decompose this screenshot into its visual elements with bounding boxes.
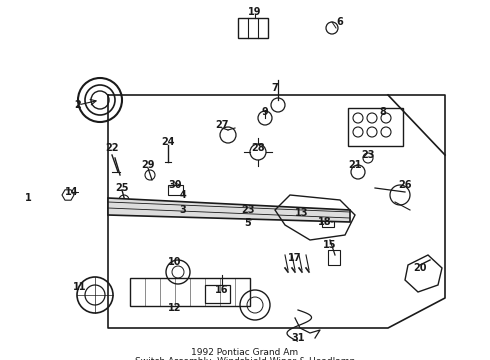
Bar	[300, 208, 312, 220]
Bar	[205, 285, 230, 303]
Text: 11: 11	[73, 282, 87, 292]
Text: 12: 12	[168, 303, 182, 313]
Text: 29: 29	[141, 160, 155, 170]
Text: 31: 31	[291, 333, 305, 343]
Text: 26: 26	[398, 180, 412, 190]
Text: 28: 28	[251, 143, 265, 153]
Bar	[168, 185, 183, 195]
Text: 18: 18	[318, 217, 332, 227]
Text: 1992 Pontiac Grand Am: 1992 Pontiac Grand Am	[192, 348, 298, 357]
Text: 7: 7	[271, 83, 278, 93]
Text: 22: 22	[105, 143, 119, 153]
Text: 8: 8	[380, 107, 387, 117]
Polygon shape	[108, 198, 350, 222]
Text: 17: 17	[288, 253, 302, 263]
Text: 13: 13	[295, 208, 309, 218]
Bar	[238, 18, 268, 38]
Text: 10: 10	[168, 257, 182, 267]
Text: 6: 6	[337, 17, 343, 27]
Text: 24: 24	[161, 137, 175, 147]
Bar	[328, 250, 340, 265]
Text: 25: 25	[115, 183, 129, 193]
Text: 5: 5	[245, 218, 251, 228]
Text: 23: 23	[361, 150, 375, 160]
Text: 2: 2	[74, 100, 81, 110]
Text: 23: 23	[241, 205, 255, 215]
Text: 16: 16	[215, 285, 229, 295]
Text: 1: 1	[24, 193, 31, 203]
Text: 19: 19	[248, 7, 262, 17]
Bar	[130, 278, 250, 306]
Text: 20: 20	[413, 263, 427, 273]
Text: Switch Assembly, Windshield Wiper & Headlamp: Switch Assembly, Windshield Wiper & Head…	[135, 357, 355, 360]
Text: 9: 9	[262, 107, 269, 117]
Bar	[322, 215, 334, 227]
Text: 27: 27	[215, 120, 229, 130]
Text: 3: 3	[180, 205, 186, 215]
Text: 14: 14	[65, 187, 79, 197]
Text: 30: 30	[168, 180, 182, 190]
Text: 21: 21	[348, 160, 362, 170]
Bar	[348, 108, 403, 146]
Text: 4: 4	[180, 190, 186, 200]
Text: 15: 15	[323, 240, 337, 250]
